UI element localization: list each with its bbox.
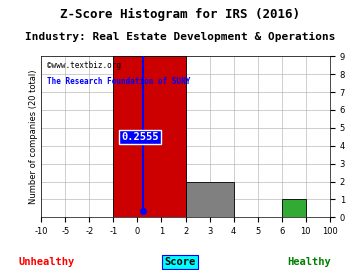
Text: Unhealthy: Unhealthy [19, 257, 75, 267]
Bar [185, 182, 234, 217]
Text: ©www.textbiz.org: ©www.textbiz.org [47, 61, 121, 70]
Text: Z-Score Histogram for IRS (2016): Z-Score Histogram for IRS (2016) [60, 8, 300, 21]
Text: The Research Foundation of SUNY: The Research Foundation of SUNY [47, 77, 190, 86]
Bar [113, 56, 185, 217]
Text: 0.2555: 0.2555 [121, 132, 158, 142]
Text: Healthy: Healthy [288, 257, 332, 267]
Y-axis label: Number of companies (20 total): Number of companies (20 total) [30, 70, 39, 204]
Text: Score: Score [165, 257, 195, 267]
Bar [330, 200, 354, 217]
Text: Industry: Real Estate Development & Operations: Industry: Real Estate Development & Oper… [25, 32, 335, 42]
Bar [282, 200, 306, 217]
